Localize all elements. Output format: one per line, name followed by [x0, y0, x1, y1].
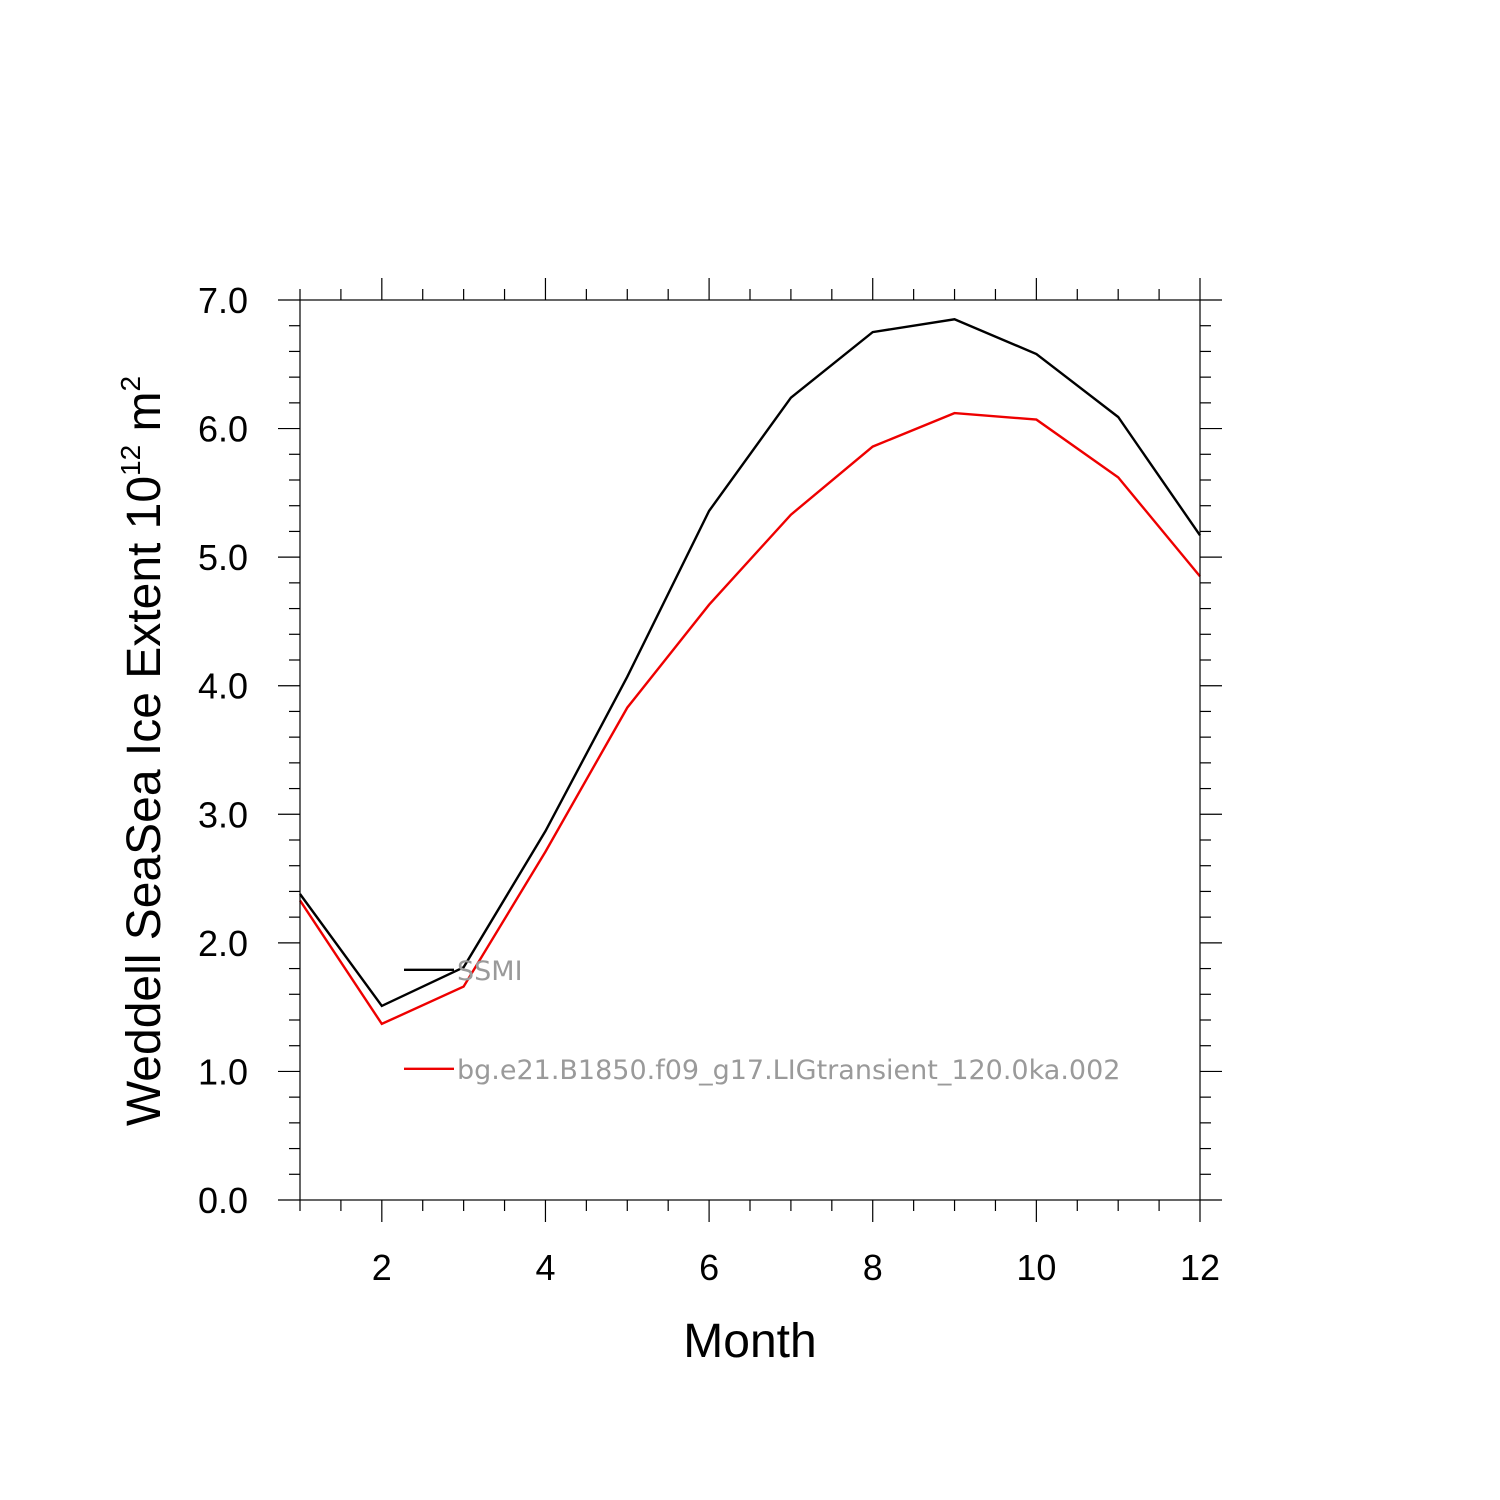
y-tick-label: 2.0 [198, 923, 248, 964]
y-tick-labels: 0.0 1.0 2.0 3.0 4.0 5.0 6.0 7.0 [198, 280, 248, 1221]
y-tick-label: 4.0 [198, 666, 248, 707]
y-axis-title-unit: m [118, 391, 171, 444]
x-tick-labels: 2 4 6 8 10 12 [372, 1247, 1220, 1288]
legend: SSMI bg.e21.B1850.f09_g17.LIGtransient_12… [404, 956, 1120, 1086]
y-axis-title-unit-exponent: 2 [115, 376, 146, 392]
x-tick-label: 2 [372, 1247, 392, 1288]
legend-label: bg.e21.B1850.f09_g17.LIGtransient_120.0k… [457, 1055, 1120, 1086]
y-tick-label: 1.0 [198, 1051, 248, 1092]
y-tick-label: 7.0 [198, 280, 248, 321]
series-line-model [298, 411, 1201, 1026]
x-tick-label: 12 [1180, 1247, 1220, 1288]
x-tick-label: 4 [535, 1247, 555, 1288]
series-lines [298, 318, 1201, 1026]
x-tick-label: 6 [699, 1247, 719, 1288]
y-tick-label: 0.0 [198, 1180, 248, 1221]
y-axis-title: Weddell SeaSea Ice Extent 1012 m2 [115, 376, 171, 1126]
y-tick-label: 3.0 [198, 794, 248, 835]
y-tick-label: 5.0 [198, 537, 248, 578]
series-line-ssmi [299, 318, 1201, 1008]
y-tick-label: 6.0 [198, 409, 248, 450]
x-tick-label: 8 [863, 1247, 883, 1288]
y-axis-title-exponent: 12 [115, 445, 146, 476]
y-axis-title-main: Weddell SeaSea Ice Extent 10 [118, 476, 171, 1126]
x-axis-title: Month [683, 1315, 816, 1368]
x-tick-label: 10 [1016, 1247, 1056, 1288]
axis-ticks [278, 278, 1222, 1222]
legend-label: SSMI [457, 956, 523, 987]
plot-frame [299, 299, 1201, 1201]
